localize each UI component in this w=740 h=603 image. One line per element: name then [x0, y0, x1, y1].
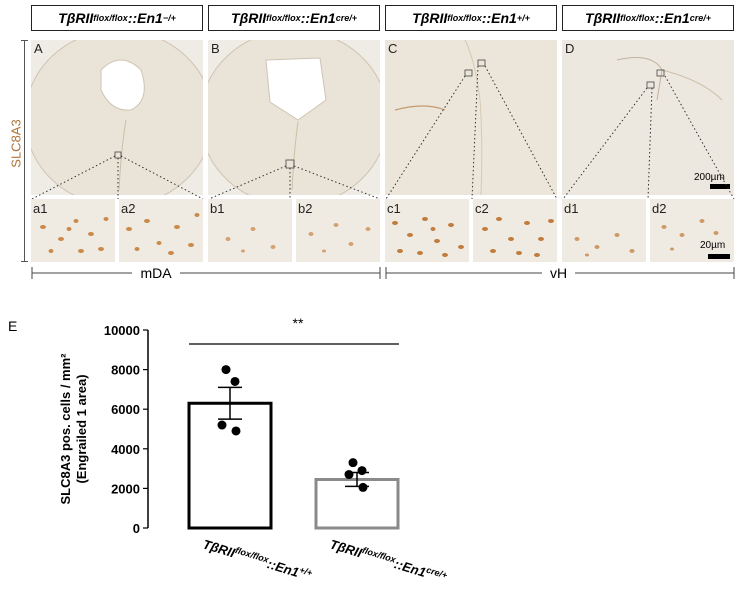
region-label-mda: mDA	[140, 265, 172, 281]
y-tick-label: 2000	[111, 481, 140, 496]
panel-label-d: D	[565, 41, 575, 56]
zoom-panel-b1: b1	[208, 199, 292, 262]
zoom-panel-c1: c1	[385, 199, 469, 262]
side-bracket-top	[21, 40, 28, 41]
zoom-panel-a2: a2	[119, 199, 203, 262]
data-point	[358, 482, 368, 492]
zoom-panel-d1: d1	[562, 199, 646, 262]
x-tick-labels: TβRIIflox/flox::En1+/+ TβRIIflox/flox::En…	[201, 536, 449, 587]
bar-chart: 0 2000 4000 6000 8000 10000 TβRIIflox/flox::E…	[58, 315, 449, 587]
panel-label-e: E	[8, 318, 18, 334]
zoom-label-d1: d1	[564, 201, 579, 216]
zoom-label-a2: a2	[121, 201, 136, 216]
header-genotype-4: TβRII flox/flox::En1 cre/+	[562, 5, 734, 31]
zoom-label-b2: b2	[298, 201, 313, 216]
scalebar-label-large: 200µm	[694, 172, 725, 183]
scalebar-small	[708, 254, 730, 259]
significance-marker: **	[293, 315, 304, 331]
cell-stain-a2	[126, 213, 200, 255]
y-tick-label: 6000	[111, 402, 140, 417]
side-label-container: SLC8A3	[8, 40, 28, 262]
y-tick-label: 4000	[111, 442, 140, 457]
header-genotype-3: TβRII flox/flox::En1 +/+	[385, 5, 557, 31]
y-tick-label: 10000	[104, 323, 140, 338]
bars-group	[187, 386, 400, 530]
micrograph-panel-c: C	[385, 40, 557, 195]
y-axis-title-line2: (Engrailed 1 area)	[74, 374, 89, 483]
cell-stain-d1	[574, 233, 635, 257]
region-label-vh: vH	[549, 265, 568, 281]
cell-stain-a1	[40, 217, 109, 253]
data-point	[357, 466, 367, 476]
bar-control	[187, 401, 273, 530]
y-axis-title-line1: SLC8A3 pos. cells / mm²	[58, 353, 73, 505]
tissue-section-a	[31, 40, 203, 195]
tissue-section-b	[208, 40, 380, 195]
side-bracket-line	[24, 40, 25, 262]
cell-stain-d2	[661, 219, 719, 251]
micrograph-panel-d: D 200µm	[562, 40, 734, 195]
zoom-label-b1: b1	[210, 201, 225, 216]
x-tick-label: TβRIIflox/flox::En1+/+	[201, 536, 314, 584]
panel-label-c: C	[388, 41, 398, 56]
zoom-panel-c2: c2	[473, 199, 557, 262]
tissue-section-d	[562, 40, 734, 195]
zoom-guide-lines	[31, 65, 735, 200]
data-point	[344, 470, 354, 480]
points-group	[217, 365, 368, 492]
data-point	[348, 458, 358, 468]
side-bracket-bottom	[21, 261, 28, 262]
data-point	[231, 426, 241, 436]
zoom-panel-d2: d2 20µm	[650, 199, 734, 262]
zoom-label-a1: a1	[33, 201, 48, 216]
data-point	[217, 420, 227, 430]
zoom-panel-a1: a1	[31, 199, 115, 262]
data-point	[230, 376, 240, 386]
data-point	[221, 365, 231, 375]
region-brackets	[31, 267, 735, 279]
bar-mutant	[314, 477, 400, 530]
scalebar-label-small: 20µm	[700, 240, 726, 251]
zoom-panel-b2: b2	[296, 199, 380, 262]
header-genotype-1: TβRII flox/flox::En1 −/+	[31, 5, 203, 31]
zoom-label-c2: c2	[475, 201, 489, 216]
x-tick-label: TβRIIflox/flox::En1cre/+	[328, 536, 449, 587]
scalebar-large	[710, 184, 730, 189]
y-tick-label: 0	[133, 521, 140, 536]
cell-stain-b1	[225, 227, 276, 253]
panel-label-b: B	[211, 41, 220, 56]
micrograph-panel-b: B	[208, 40, 380, 195]
y-axis: 0 2000 4000 6000 8000 10000	[104, 323, 149, 536]
tissue-section-c	[385, 40, 557, 195]
panel-label-a: A	[34, 41, 43, 56]
micrograph-panel-a: A	[31, 40, 203, 195]
header-genotype-2: TβRII flox/flox::En1 cre/+	[208, 5, 380, 31]
cell-stain-c2	[482, 217, 554, 257]
cell-stain-b2	[308, 223, 371, 253]
zoom-label-d2: d2	[652, 201, 667, 216]
y-tick-label: 8000	[111, 363, 140, 378]
zoom-label-c1: c1	[387, 201, 401, 216]
cell-stain-c1	[392, 217, 464, 257]
